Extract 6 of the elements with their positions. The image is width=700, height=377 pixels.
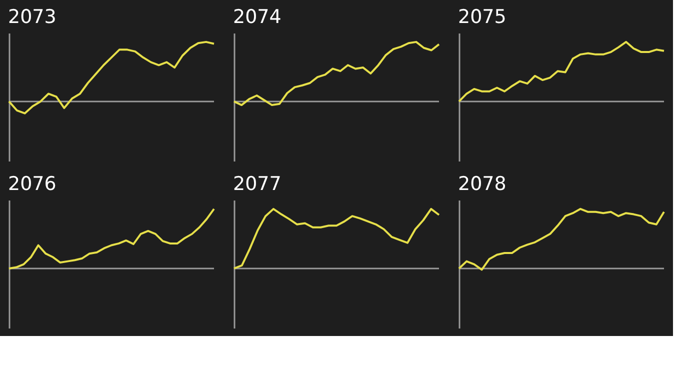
chart-title: 2077 [233,173,282,195]
chart-title: 2073 [8,6,56,28]
chart-title: 2075 [458,6,506,28]
chart-title: 2078 [458,173,506,195]
chart-title: 2076 [8,173,56,195]
chart-title: 2074 [233,6,282,28]
